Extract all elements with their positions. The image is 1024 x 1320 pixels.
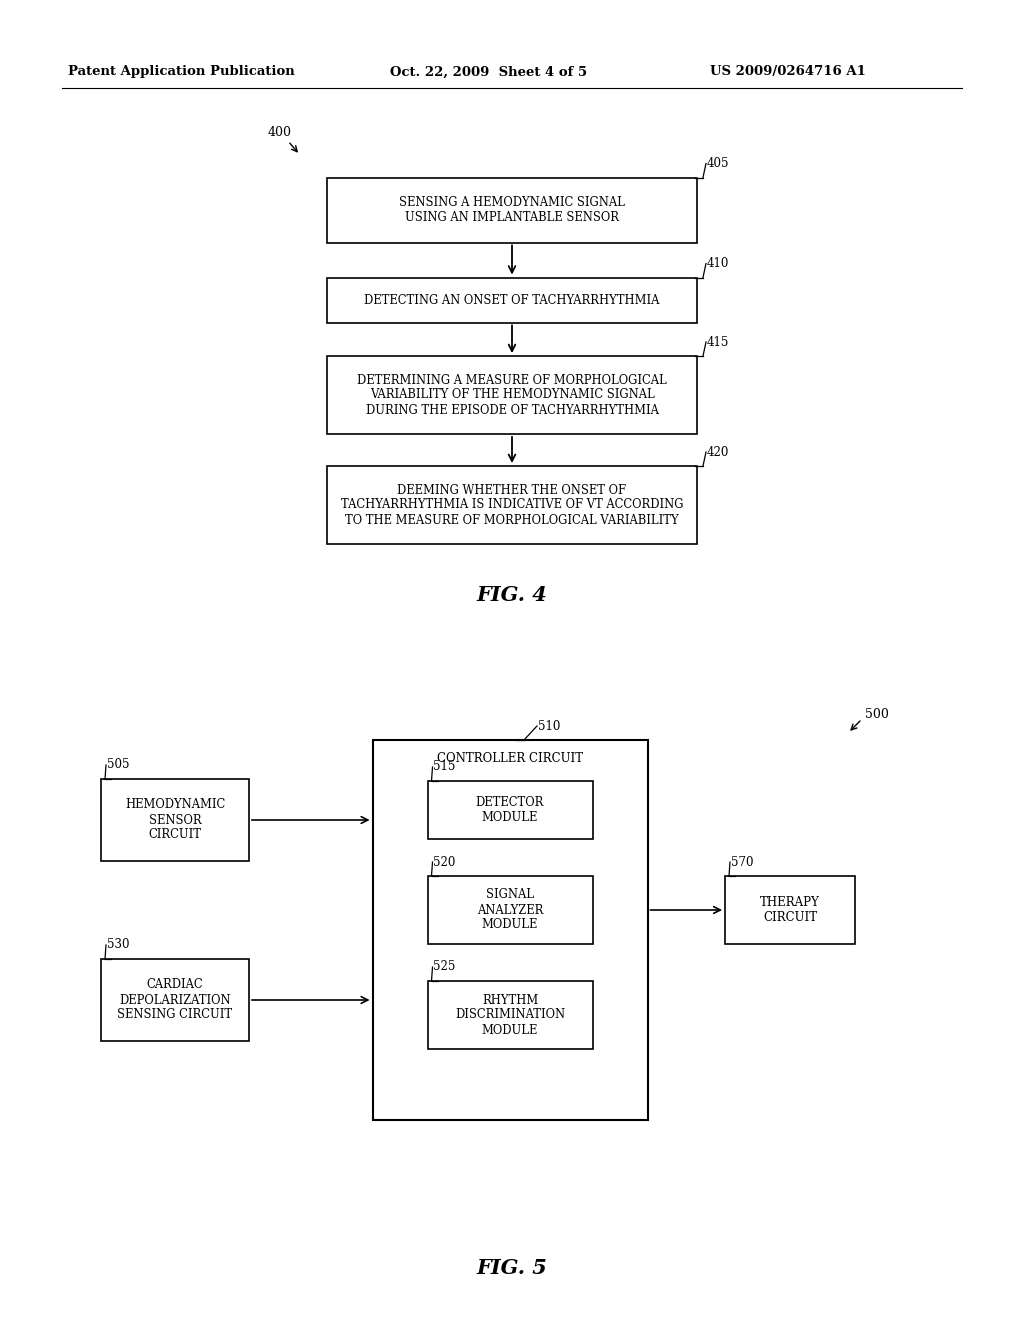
FancyBboxPatch shape [427, 981, 593, 1049]
Text: 410: 410 [707, 257, 729, 271]
Text: HEMODYNAMIC
SENSOR
CIRCUIT: HEMODYNAMIC SENSOR CIRCUIT [125, 799, 225, 842]
Text: RHYTHM
DISCRIMINATION
MODULE: RHYTHM DISCRIMINATION MODULE [455, 994, 565, 1036]
Text: FIG. 5: FIG. 5 [476, 1258, 548, 1278]
Text: DETERMINING A MEASURE OF MORPHOLOGICAL
VARIABILITY OF THE HEMODYNAMIC SIGNAL
DUR: DETERMINING A MEASURE OF MORPHOLOGICAL V… [357, 374, 667, 417]
Text: 420: 420 [707, 446, 729, 458]
Text: 415: 415 [707, 335, 729, 348]
FancyBboxPatch shape [327, 466, 697, 544]
FancyBboxPatch shape [327, 277, 697, 322]
Text: CONTROLLER CIRCUIT: CONTROLLER CIRCUIT [437, 751, 583, 764]
FancyBboxPatch shape [373, 741, 647, 1119]
FancyBboxPatch shape [101, 960, 249, 1041]
Text: 505: 505 [106, 759, 129, 771]
FancyBboxPatch shape [427, 876, 593, 944]
FancyBboxPatch shape [327, 177, 697, 243]
Text: 500: 500 [865, 709, 889, 722]
FancyBboxPatch shape [427, 781, 593, 840]
Text: 405: 405 [707, 157, 729, 170]
Text: Patent Application Publication: Patent Application Publication [68, 66, 295, 78]
Text: CARDIAC
DEPOLARIZATION
SENSING CIRCUIT: CARDIAC DEPOLARIZATION SENSING CIRCUIT [118, 978, 232, 1022]
FancyBboxPatch shape [101, 779, 249, 861]
FancyBboxPatch shape [327, 356, 697, 434]
Text: Oct. 22, 2009  Sheet 4 of 5: Oct. 22, 2009 Sheet 4 of 5 [390, 66, 587, 78]
Text: US 2009/0264716 A1: US 2009/0264716 A1 [710, 66, 866, 78]
Text: FIG. 4: FIG. 4 [476, 585, 548, 605]
Text: 510: 510 [538, 719, 560, 733]
Text: DEEMING WHETHER THE ONSET OF
TACHYARRHYTHMIA IS INDICATIVE OF VT ACCORDING
TO TH: DEEMING WHETHER THE ONSET OF TACHYARRHYT… [341, 483, 683, 527]
Text: 400: 400 [268, 127, 292, 140]
Text: 525: 525 [433, 961, 456, 974]
Text: 520: 520 [433, 855, 456, 869]
Text: THERAPY
CIRCUIT: THERAPY CIRCUIT [760, 896, 820, 924]
Text: 570: 570 [731, 855, 754, 869]
Text: DETECTOR
MODULE: DETECTOR MODULE [476, 796, 544, 824]
Text: SIGNAL
ANALYZER
MODULE: SIGNAL ANALYZER MODULE [477, 888, 543, 932]
Text: 530: 530 [106, 939, 129, 952]
Text: DETECTING AN ONSET OF TACHYARRHYTHMIA: DETECTING AN ONSET OF TACHYARRHYTHMIA [365, 293, 659, 306]
Text: 515: 515 [433, 760, 456, 774]
FancyBboxPatch shape [725, 876, 855, 944]
Text: SENSING A HEMODYNAMIC SIGNAL
USING AN IMPLANTABLE SENSOR: SENSING A HEMODYNAMIC SIGNAL USING AN IM… [399, 195, 625, 224]
